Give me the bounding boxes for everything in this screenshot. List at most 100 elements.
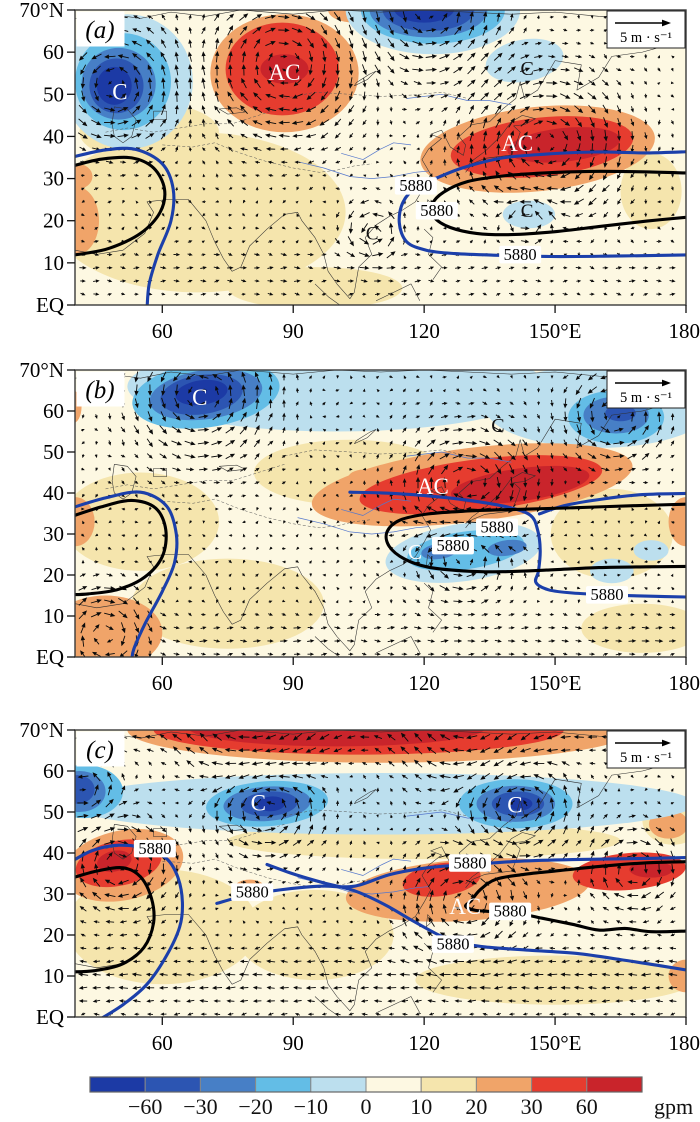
y-axis-label: 20 (43, 209, 64, 233)
panel-tag-label: (c) (86, 737, 114, 764)
contour-label-group: 5880 (394, 176, 437, 195)
x-axis-label: 120 (408, 1031, 440, 1055)
contour-label-chip (231, 883, 274, 901)
colorbar-tick-label: 0 (361, 1094, 372, 1119)
contour-label-chip (133, 839, 176, 858)
panel-a: 5880 5880 5880 C AC C AC C C 5 m · s⁻¹ (a) 70°N 60 50… (19, 0, 700, 343)
wind-scale-frame (606, 10, 686, 49)
y-axis-label: EQ (36, 645, 64, 669)
anomaly-fill-5 (75, 163, 93, 190)
cyclone-label: C (366, 224, 379, 245)
map-area: 5880 5880 5880 5880 5880 C C AC (75, 730, 686, 1017)
wind-scale-arrow-head (662, 379, 671, 387)
cyclone-label: C (408, 540, 422, 564)
colorbar-cell-1 (144, 1076, 201, 1093)
cyclone-label: C (251, 791, 266, 816)
panel-b: 5880 5880 5880 C C AC C 5 m · s⁻¹ (b) 70°N 60 50 40 3… (19, 358, 700, 695)
panel-tag: (b) (76, 371, 125, 407)
contour-label-group: 5880 (431, 536, 474, 555)
border-0 (162, 142, 372, 173)
colorbar-cell-8 (531, 1076, 588, 1093)
contour-label-chip (499, 245, 542, 264)
panel-c: 5880 5880 5880 5880 5880 C C AC 5 m · s⁻¹ (c) 70°N… (19, 718, 700, 1055)
map-area: 5880 5880 5880 C C AC C (75, 370, 686, 657)
wind-scale-box: 5 m · s⁻¹ (606, 370, 686, 409)
river-1 (341, 498, 412, 516)
panel-tag-chip (76, 371, 125, 407)
panel-tag-chip (76, 731, 125, 767)
x-axis-label: 120 (408, 319, 440, 343)
contour-label-5880: 5880 (420, 201, 453, 220)
y-axis-label: 30 (43, 522, 64, 546)
coastline-10 (75, 370, 686, 379)
x-axis-label: 150°E (529, 319, 582, 343)
colorbar-tick-label: −10 (294, 1094, 328, 1119)
wind-scale-box: 5 m · s⁻¹ (606, 730, 686, 769)
colorbar-frame (89, 1076, 643, 1093)
contour-5880-black-4 (464, 860, 686, 934)
y-axis-label: 50 (43, 440, 64, 464)
coastline-3 (426, 914, 434, 928)
plot-border (74, 369, 687, 658)
colorbar-cell-6 (420, 1076, 477, 1093)
y-axis-label: 30 (43, 167, 64, 191)
contour-label-5880: 5880 (591, 585, 624, 604)
contour-5880-black-4 (384, 502, 686, 574)
anomaly-fill-12 (75, 773, 686, 835)
coastline-4 (375, 636, 421, 654)
wind-vector-heads (78, 11, 676, 297)
anomaly-fill-27 (633, 540, 669, 561)
border-1 (284, 91, 468, 99)
contour-label-chip (476, 518, 519, 536)
contour-5880-blue-1 (75, 146, 176, 305)
border-1 (284, 449, 468, 457)
colorbar-cell-4 (310, 1076, 367, 1093)
border-0 (162, 498, 372, 529)
coastline-6 (111, 106, 137, 144)
river-1 (341, 858, 412, 876)
anomaly-fill-19 (257, 796, 286, 812)
contour-label-5880: 5880 (236, 882, 269, 901)
panel-tag-label: (b) (85, 377, 114, 404)
contour-label-5880: 5880 (481, 517, 514, 536)
y-axis-label: 10 (43, 604, 64, 628)
coastline-0 (75, 40, 686, 299)
anomaly-fill-25 (487, 539, 527, 557)
contour-label-group: 5880 (586, 585, 629, 604)
panel-tag-chip (76, 11, 125, 47)
contour-label-group: 5880 (476, 517, 519, 536)
anticyclone-label: AC (449, 894, 481, 919)
river-2 (406, 93, 512, 106)
contour-label-chip (448, 854, 491, 872)
wind-scale-label: 5 m · s⁻¹ (620, 30, 672, 46)
contour-label-group: 5880 (133, 839, 176, 858)
colorbar-tick-label: 10 (410, 1094, 432, 1119)
panel-tag-label: (a) (85, 17, 114, 44)
anomaly-fill-30 (629, 861, 673, 878)
x-axis-label: 90 (283, 671, 304, 695)
colorbar-cell-5 (365, 1076, 422, 1093)
contour-label-chip (431, 935, 474, 953)
contour-5880-blue-1 (75, 490, 179, 657)
y-axis-label: 60 (43, 40, 64, 64)
colorbar-unit-label: gpm (654, 1094, 693, 1119)
cyclone-label: C (521, 201, 534, 222)
x-axis-label: 150°E (529, 671, 582, 695)
contour-label-chip (489, 902, 532, 921)
border-1 (284, 809, 468, 817)
border-2 (105, 464, 285, 490)
anomaly-fill-26 (589, 558, 634, 584)
wind-scale-label: 5 m · s⁻¹ (620, 390, 672, 406)
contour-label-group: 5880 (448, 853, 491, 872)
anticyclone-label: AC (417, 474, 449, 499)
anomaly-fill-2 (415, 955, 686, 1005)
contour-label-chip (415, 202, 458, 220)
contour-label-5880: 5880 (399, 176, 432, 195)
cyclone-label: C (112, 79, 127, 104)
x-axis-label: 60 (152, 671, 173, 695)
coastline-7 (153, 468, 167, 477)
coastline-3 (426, 554, 434, 568)
coastline-5 (314, 283, 341, 305)
panel-tag: (c) (76, 731, 125, 767)
y-axis-label: 50 (43, 82, 64, 106)
